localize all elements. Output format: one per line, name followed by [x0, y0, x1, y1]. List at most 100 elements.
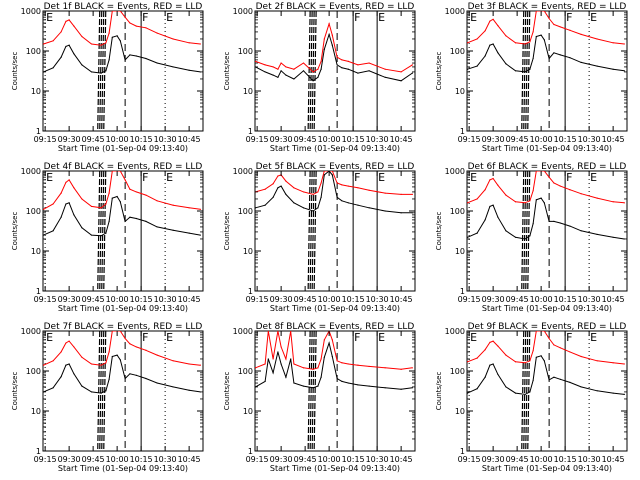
- x-tick-label: 10:30: [154, 295, 177, 304]
- data-point: [188, 42, 190, 44]
- data-point: [108, 351, 110, 353]
- data-point: [111, 36, 113, 38]
- data-point: [129, 188, 131, 190]
- data-point: [156, 200, 158, 202]
- y-tick-label: 100: [238, 47, 253, 56]
- marker-band-line: [309, 171, 313, 291]
- data-point: [467, 68, 469, 70]
- y-tick-label: 10: [31, 407, 41, 416]
- data-point: [111, 171, 113, 172]
- marker-band-line: [521, 171, 525, 291]
- data-point: [293, 202, 295, 204]
- data-point: [188, 232, 190, 234]
- chart-title: Det 2f BLACK = Events, RED = LLD: [256, 2, 415, 12]
- data-point: [277, 175, 279, 177]
- data-point: [73, 346, 75, 348]
- x-axis-label: Start Time (01-Sep-04 09:13:40): [58, 144, 188, 153]
- y-axis: 1 10 100 1000: [445, 7, 627, 136]
- data-point: [129, 373, 131, 375]
- data-point: [60, 216, 62, 218]
- marker-band-line: [99, 11, 103, 131]
- marker-label: E: [166, 171, 173, 184]
- data-point: [580, 33, 582, 36]
- marker-band-line: [97, 11, 101, 131]
- y-axis-label: Counts/sec: [435, 212, 443, 251]
- y-tick-label: 100: [238, 367, 253, 376]
- data-point: [467, 42, 469, 44]
- y-tick-label: 1: [36, 447, 41, 456]
- data-point: [43, 208, 45, 210]
- data-point: [172, 38, 174, 40]
- data-point: [336, 377, 338, 380]
- data-point: [623, 43, 625, 45]
- data-point: [255, 60, 257, 62]
- data-point: [559, 54, 561, 56]
- data-point: [559, 222, 561, 224]
- y-tick-label: 100: [450, 207, 465, 216]
- data-point: [535, 199, 537, 201]
- x-tick-label: 10:00: [318, 295, 341, 304]
- data-point: [73, 187, 75, 189]
- x-tick-label: 10:45: [178, 455, 201, 464]
- data-point: [553, 344, 555, 346]
- data-point: [65, 20, 67, 22]
- data-point: [320, 68, 322, 70]
- data-point: [514, 42, 517, 44]
- marker-band-line: [527, 331, 531, 451]
- marker-label: F: [566, 331, 572, 344]
- data-point: [553, 23, 555, 26]
- data-point: [514, 236, 517, 238]
- data-point: [543, 171, 545, 172]
- x-tick-label: 09:45: [294, 135, 317, 144]
- data-point: [272, 183, 274, 185]
- x-tick-label: 10:15: [342, 455, 365, 464]
- y-tick-label: 1: [36, 127, 41, 136]
- data-point: [68, 179, 70, 181]
- data-point: [476, 388, 478, 390]
- data-point: [323, 38, 325, 40]
- data-point: [368, 365, 370, 368]
- x-tick-label: 10:30: [366, 455, 389, 464]
- data-point: [277, 351, 279, 353]
- data-point: [596, 197, 598, 199]
- data-point: [280, 363, 282, 365]
- data-point: [188, 389, 190, 391]
- data-point: [60, 376, 62, 378]
- data-point: [492, 177, 494, 180]
- data-point: [124, 179, 126, 181]
- series-lld: [255, 331, 413, 370]
- data-point: [596, 38, 598, 40]
- x-tick-label: 10:15: [342, 135, 365, 144]
- data-point: [60, 351, 62, 353]
- data-point: [529, 360, 531, 362]
- data-point: [467, 202, 469, 204]
- x-tick-label: 09:15: [34, 135, 57, 144]
- data-point: [553, 220, 555, 222]
- y-tick-label: 10: [455, 247, 465, 256]
- data-point: [384, 76, 386, 78]
- data-point: [341, 380, 343, 382]
- marker-label: E: [378, 11, 385, 24]
- data-point: [341, 362, 343, 364]
- x-tick-label: 09:45: [82, 295, 105, 304]
- y-tick-label: 1000: [445, 327, 465, 336]
- data-point: [124, 337, 126, 340]
- x-tick-label: 10:00: [530, 455, 553, 464]
- data-point: [553, 182, 555, 184]
- data-point: [172, 229, 174, 231]
- data-point: [264, 71, 266, 73]
- data-point: [124, 377, 126, 380]
- y-axis: 1 10 100 1000: [445, 327, 627, 456]
- data-point: [347, 382, 349, 384]
- data-point: [532, 57, 534, 60]
- marker-label: E: [590, 171, 597, 184]
- x-tick-label: 10:30: [578, 135, 601, 144]
- y-tick-label: 10: [31, 87, 41, 96]
- data-point: [492, 340, 494, 342]
- y-tick-label: 1: [36, 287, 41, 296]
